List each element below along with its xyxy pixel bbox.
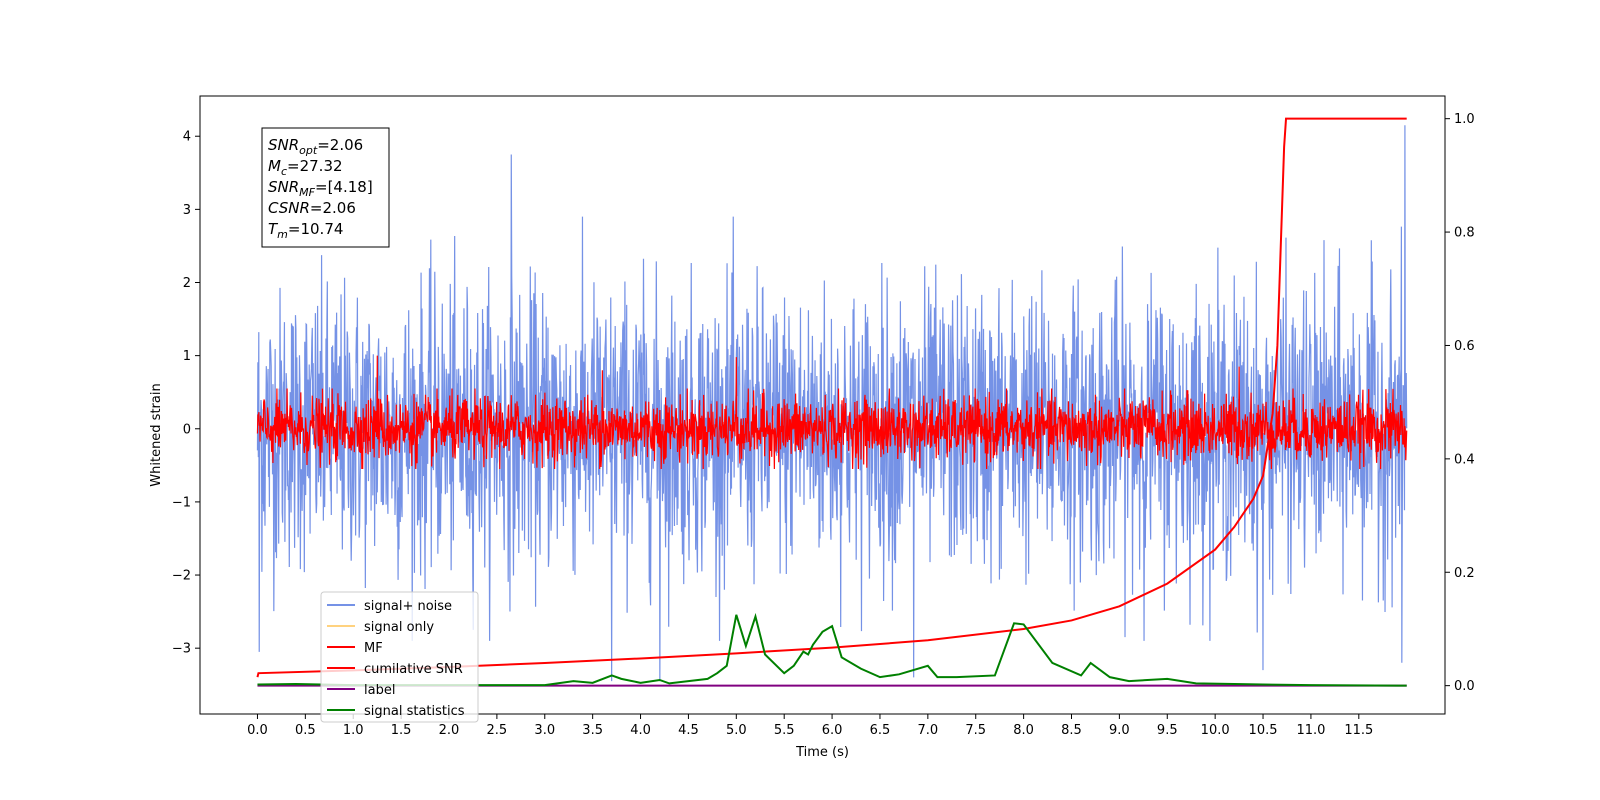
legend-label: signal only: [364, 620, 434, 635]
series-line-3: [256, 117, 1407, 678]
legend-label: signal statistics: [364, 704, 465, 719]
annotation-subscript: MF: [299, 186, 315, 199]
y2-tick-label: 0.4: [1454, 452, 1475, 467]
x-tick-label: 11.0: [1296, 723, 1325, 738]
y2-tick-label: 0.2: [1454, 566, 1475, 581]
x-tick-label: 9.0: [1109, 723, 1130, 738]
legend-label: MF: [364, 641, 383, 656]
x-tick-label: 1.5: [391, 723, 412, 738]
x-tick-label: 10.5: [1249, 723, 1278, 738]
y2-tick-label: 0.8: [1454, 226, 1475, 241]
x-tick-label: 8.5: [1061, 723, 1082, 738]
annotation-value: =2.06: [317, 136, 363, 154]
x-tick-label: 4.5: [678, 723, 699, 738]
legend-frame: [320, 591, 479, 723]
y2-tick-label: 0.6: [1454, 339, 1475, 354]
x-axis-ticks: 0.0 0.5 1.0 1.5 2.0 2.5 3.0 3.5 4.0 4.5 5.0 5.5 6.0 6…: [247, 714, 1373, 738]
legend-label: label: [364, 683, 395, 698]
y-tick-label: −1: [172, 495, 191, 510]
x-tick-label: 7.5: [965, 723, 986, 738]
annotation-symbol: SNR: [268, 136, 299, 154]
y-tick-label: 4: [183, 130, 191, 145]
x-tick-label: 10.0: [1201, 723, 1230, 738]
annotation-symbol: T: [268, 220, 279, 238]
annotation-line: SNRMF=[4.18]: [268, 178, 373, 199]
annotation-line: CSNR=2.06: [268, 199, 356, 217]
annotation-value: =2.06: [310, 199, 356, 217]
x-tick-label: 9.5: [1157, 723, 1178, 738]
y-tick-label: 2: [183, 276, 191, 291]
y2-tick-label: 0.0: [1454, 679, 1475, 694]
annotation-symbol: M: [268, 157, 281, 175]
plot-frame: [199, 95, 1446, 715]
y-tick-label: 3: [183, 203, 191, 218]
x-tick-label: 11.5: [1344, 723, 1373, 738]
annotation-value: =10.74: [288, 220, 344, 238]
legend-label: cumilative SNR: [364, 662, 463, 677]
x-tick-label: 4.0: [630, 723, 651, 738]
y2-tick-label: 1.0: [1454, 112, 1475, 127]
x-tick-label: 3.5: [582, 723, 603, 738]
x-tick-label: 2.5: [487, 723, 508, 738]
x-axis-label: Time (s): [795, 745, 849, 760]
annotation-symbol: CSNR: [268, 199, 310, 217]
y-axis-label: Whitened strain: [149, 383, 164, 486]
x-tick-label: 6.5: [870, 723, 891, 738]
annotation-frame: [261, 127, 390, 248]
annotation-value: =[4.18]: [315, 178, 373, 196]
annotation-symbol: SNR: [268, 178, 299, 196]
x-tick-label: 5.5: [774, 723, 795, 738]
annotation-subscript: m: [277, 228, 288, 241]
annotation-line: SNRopt=2.06: [268, 136, 363, 157]
y-axis-left-ticks: −3 −2 −1 0 1 2 3 4: [172, 130, 200, 657]
series-line-2: [256, 355, 1408, 470]
legend: signal+ noise signal only MF cumilative SNR…: [320, 591, 479, 723]
x-tick-label: 2.0: [439, 723, 460, 738]
annotation-line: Mc=27.32: [268, 157, 343, 178]
annotation-line: Tm=10.74: [268, 220, 343, 241]
annotation-subscript: opt: [299, 144, 318, 157]
annotation-box: SNRopt=2.06Mc=27.32SNRMF=[4.18]CSNR=2.06…: [261, 127, 390, 248]
y-tick-label: −2: [172, 569, 191, 584]
x-tick-label: 5.0: [726, 723, 747, 738]
annotation-value: =27.32: [287, 157, 343, 175]
annotation-subscript: c: [281, 165, 287, 178]
x-tick-label: 7.0: [918, 723, 939, 738]
x-tick-label: 6.0: [822, 723, 843, 738]
y-tick-label: −3: [172, 642, 191, 657]
series-line-5: [257, 612, 1407, 687]
x-tick-label: 0.5: [295, 723, 316, 738]
y-tick-label: 0: [183, 422, 191, 437]
y-tick-label: 1: [183, 349, 191, 364]
y-axis-right-ticks: 0.0 0.2 0.4 0.6 0.8 1.0: [1445, 112, 1475, 694]
legend-label: signal+ noise: [364, 599, 452, 614]
x-tick-label: 3.0: [534, 723, 555, 738]
x-tick-label: 1.0: [343, 723, 364, 738]
x-tick-label: 0.0: [247, 723, 268, 738]
x-tick-label: 8.0: [1013, 723, 1034, 738]
